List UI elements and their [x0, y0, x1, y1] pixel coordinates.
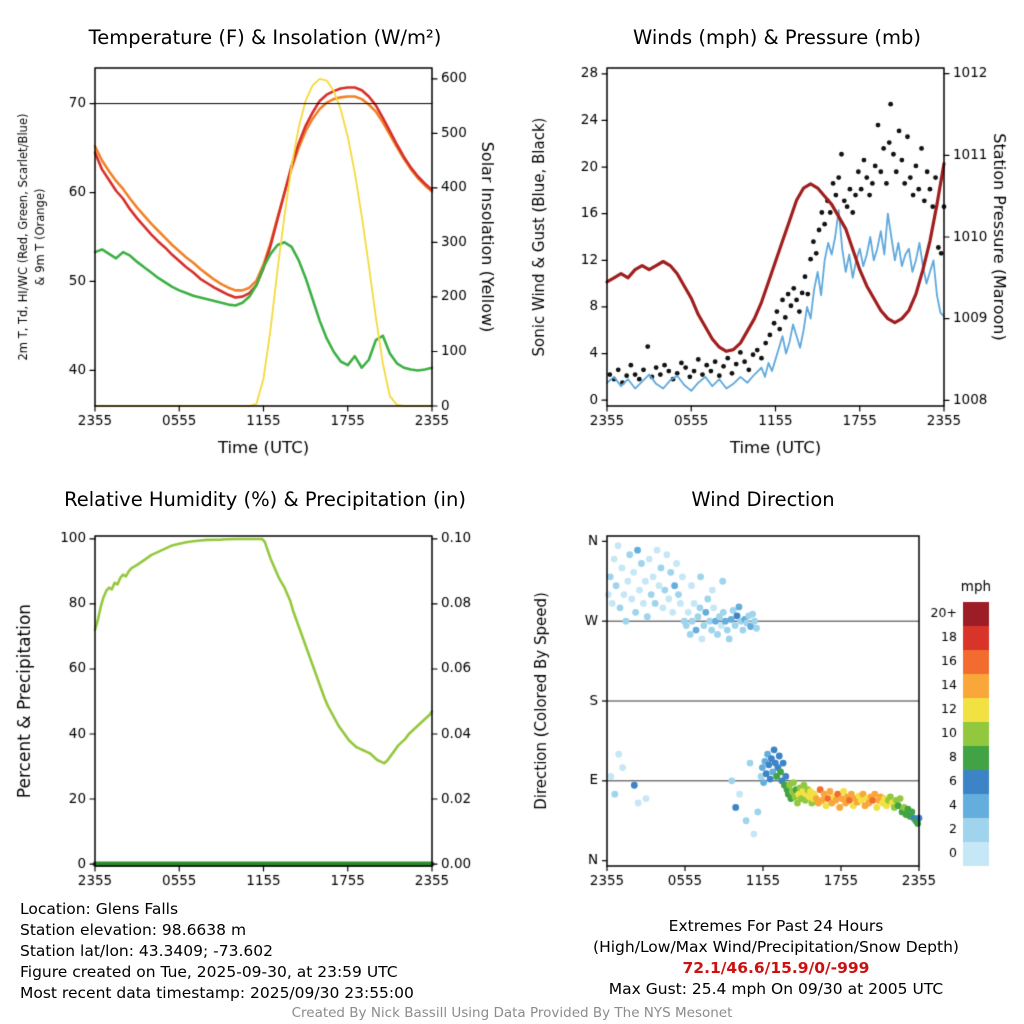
- winds-pressure-chart: [512, 60, 1024, 480]
- max-gust: Max Gust: 25.4 mph On 09/30 at 2005 UTC: [608, 980, 944, 998]
- figure-created: Figure created on Tue, 2025-09-30, at 23…: [20, 963, 398, 981]
- wind-direction-chart: [512, 530, 1024, 910]
- winds-chart-title: Winds (mph) & Pressure (mb): [633, 26, 921, 49]
- humidity-chart-title: Relative Humidity (%) & Precipitation (i…: [64, 488, 466, 511]
- station-elevation: Station elevation: 98.6638 m: [20, 921, 247, 939]
- extremes-title: Extremes For Past 24 Hours: [668, 917, 884, 935]
- temperature-chart-title: Temperature (F) & Insolation (W/m²): [88, 26, 442, 49]
- extremes-block: Extremes For Past 24 Hours (High/Low/Max…: [540, 916, 1012, 1000]
- station-location: Location: Glens Falls: [20, 900, 179, 918]
- station-info-block: Location: Glens Falls Station elevation:…: [20, 899, 414, 1004]
- extremes-subtitle: (High/Low/Max Wind/Precipitation/Snow De…: [593, 938, 959, 956]
- station-latlon: Station lat/lon: 43.3409; -73.602: [20, 942, 273, 960]
- humidity-precip-chart: [0, 530, 512, 910]
- temperature-insolation-chart: [0, 60, 512, 480]
- extremes-values: 72.1/46.6/15.9/0/-999: [682, 959, 870, 977]
- credit-line: Created By Nick Bassill Using Data Provi…: [291, 1005, 733, 1021]
- data-timestamp: Most recent data timestamp: 2025/09/30 2…: [20, 984, 414, 1002]
- wind-direction-chart-title: Wind Direction: [691, 488, 835, 511]
